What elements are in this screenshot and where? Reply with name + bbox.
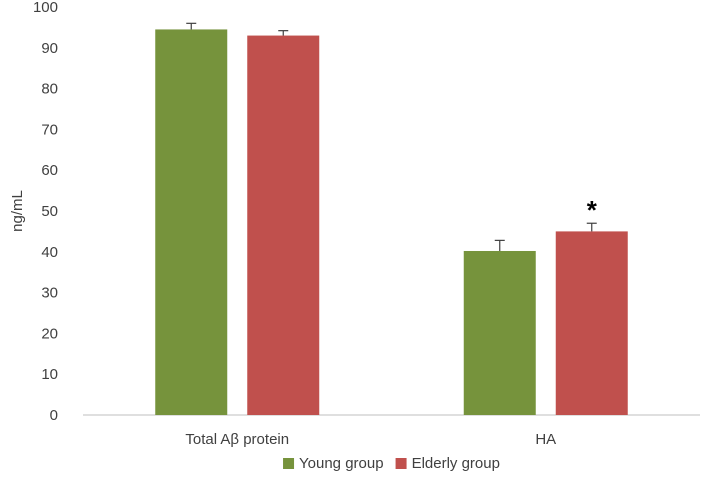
y-tick-label: 0 <box>50 407 58 424</box>
annotations: * <box>587 195 598 225</box>
bar <box>155 29 228 415</box>
y-tick-label: 20 <box>41 325 58 342</box>
y-axis-title: ng/mL <box>9 190 26 232</box>
legend-swatch <box>395 458 407 469</box>
bar <box>463 250 536 415</box>
y-tick-label: 40 <box>41 244 58 261</box>
y-tick-label: 90 <box>41 40 58 57</box>
legend-item: Elderly group <box>395 455 500 472</box>
bar <box>247 35 320 416</box>
y-tick-label: 100 <box>33 0 58 16</box>
legend-label: Young group <box>299 455 384 472</box>
y-axis: 0 10 20 30 40 50 60 70 80 90 100 <box>33 0 58 424</box>
x-tick-label: HA <box>535 431 556 448</box>
y-tick-label: 10 <box>41 366 58 383</box>
y-tick-label: 80 <box>41 81 58 98</box>
x-axis: Total Aβ protein HA <box>185 431 556 448</box>
significance-marker: * <box>587 195 598 225</box>
y-tick-label: 70 <box>41 121 58 138</box>
legend: Young group Elderly group <box>283 455 500 472</box>
error-bars <box>186 22 597 251</box>
x-tick-label: Total Aβ protein <box>185 431 289 448</box>
legend-label: Elderly group <box>412 455 500 472</box>
bars <box>155 29 628 416</box>
legend-item: Young group <box>283 455 384 472</box>
bar <box>555 231 628 415</box>
y-tick-label: 30 <box>41 285 58 302</box>
y-tick-label: 60 <box>41 162 58 179</box>
legend-swatch <box>283 458 295 469</box>
y-tick-label: 50 <box>41 203 58 220</box>
